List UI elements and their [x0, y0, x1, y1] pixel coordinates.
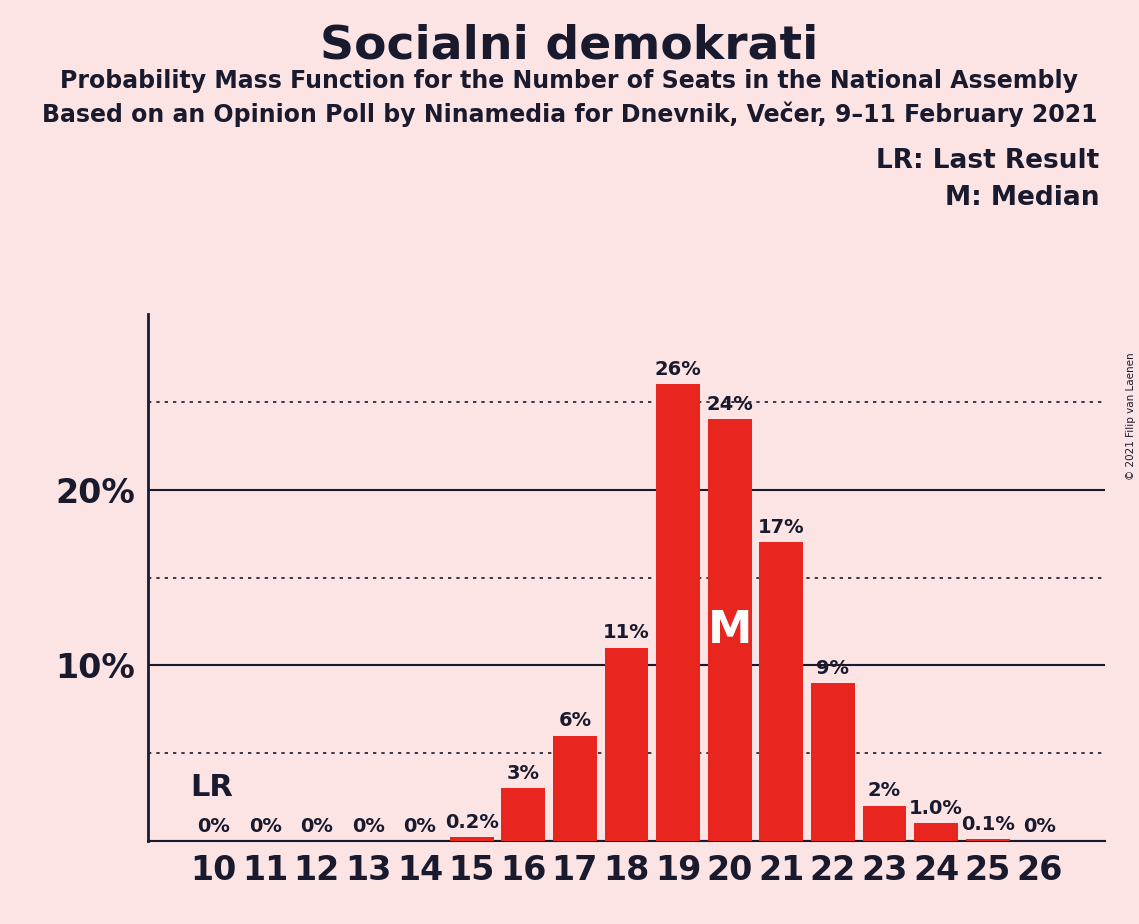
- Text: LR: Last Result: LR: Last Result: [876, 148, 1099, 174]
- Text: 6%: 6%: [558, 711, 591, 730]
- Bar: [862, 806, 907, 841]
- Text: LR: LR: [190, 773, 233, 802]
- Bar: [501, 788, 546, 841]
- Text: 0%: 0%: [301, 817, 334, 835]
- Bar: [760, 542, 803, 841]
- Text: M: Median: M: Median: [944, 185, 1099, 211]
- Text: © 2021 Filip van Laenen: © 2021 Filip van Laenen: [1126, 352, 1136, 480]
- Text: 2%: 2%: [868, 782, 901, 800]
- Text: Socialni demokrati: Socialni demokrati: [320, 23, 819, 68]
- Text: Based on an Opinion Poll by Ninamedia for Dnevnik, Večer, 9–11 February 2021: Based on an Opinion Poll by Ninamedia fo…: [42, 102, 1097, 128]
- Text: 0.1%: 0.1%: [961, 815, 1015, 833]
- Text: Probability Mass Function for the Number of Seats in the National Assembly: Probability Mass Function for the Number…: [60, 69, 1079, 93]
- Text: 0%: 0%: [403, 817, 436, 835]
- Text: 0.2%: 0.2%: [444, 813, 499, 832]
- Bar: [966, 839, 1009, 841]
- Bar: [707, 419, 752, 841]
- Text: 0%: 0%: [1023, 817, 1056, 835]
- Bar: [915, 823, 958, 841]
- Bar: [450, 837, 493, 841]
- Text: 24%: 24%: [706, 395, 753, 414]
- Text: 0%: 0%: [248, 817, 281, 835]
- Text: M: M: [707, 609, 752, 651]
- Text: 11%: 11%: [603, 624, 650, 642]
- Bar: [811, 683, 855, 841]
- Text: 0%: 0%: [352, 817, 385, 835]
- Text: 17%: 17%: [757, 518, 804, 537]
- Text: 3%: 3%: [507, 764, 540, 783]
- Bar: [656, 384, 700, 841]
- Bar: [605, 648, 648, 841]
- Text: 0%: 0%: [197, 817, 230, 835]
- Bar: [552, 736, 597, 841]
- Text: 9%: 9%: [817, 659, 850, 677]
- Text: 1.0%: 1.0%: [909, 799, 964, 818]
- Text: 26%: 26%: [655, 360, 702, 379]
